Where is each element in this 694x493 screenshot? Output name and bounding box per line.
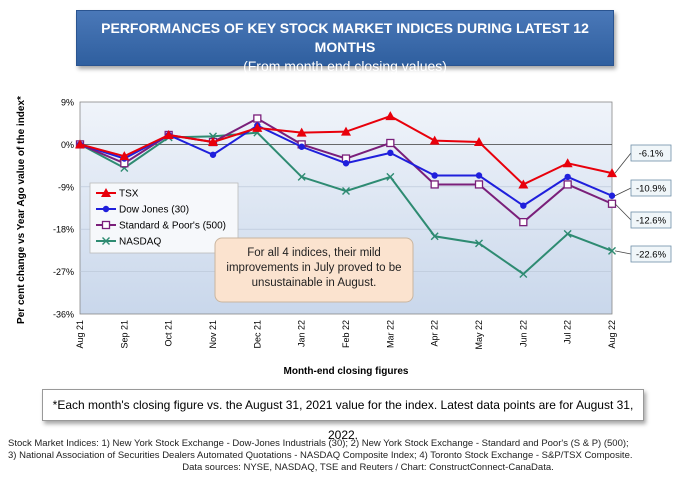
y-tick-label: -9% (58, 182, 74, 192)
x-tick-label: Feb 22 (341, 320, 351, 348)
tsx-point (119, 151, 130, 161)
tsx-point (562, 158, 573, 168)
tsx-point (607, 168, 617, 178)
end-label-leader (614, 187, 632, 197)
legend: TSX Dow Jones (30) Standard & Poor's (500)… (89, 182, 239, 254)
x-tick-label: Nov 21 (208, 320, 218, 349)
sp500-point (253, 114, 262, 123)
x-tick-label: Jun 22 (518, 320, 528, 347)
legend-label: TSX (119, 189, 139, 200)
end-label-leader (614, 152, 632, 174)
end-label-leader (614, 250, 632, 255)
dowjones-point (102, 205, 110, 213)
dowjones-point (564, 173, 571, 181)
x-tick-label: Sep 21 (119, 320, 129, 349)
nasdaq-point (430, 232, 439, 241)
footer-line-1: Stock Market Indices: 1) New York Stock … (8, 438, 629, 449)
sp500-point (607, 199, 617, 208)
chart-title-box: PERFORMANCES OF KEY STOCK MARKET INDICES… (76, 10, 614, 74)
tsx-point (252, 122, 263, 132)
chart-title: PERFORMANCES OF KEY STOCK MARKET INDICES… (101, 20, 589, 55)
annotation-text: For all 4 indices, their mild improvement… (226, 247, 401, 289)
nasdaq-point (608, 246, 616, 255)
end-label-leader (614, 203, 632, 221)
tsx-point (163, 129, 174, 139)
tsx-point (101, 188, 111, 197)
sp500-point (386, 138, 395, 148)
tsx-point (296, 127, 307, 137)
annotation-line: For all 4 indices, their mild (247, 247, 381, 259)
end-label-box (630, 211, 672, 229)
end-label: -6.1% (639, 149, 664, 160)
footer-line-2: 3) National Association of Securities De… (8, 450, 633, 461)
x-tick-label: Aug 21 (75, 320, 85, 349)
end-label-box (630, 144, 672, 162)
dowjones-point (298, 143, 305, 150)
y-tick-label: -36% (53, 310, 74, 320)
dowjones-point (431, 172, 438, 179)
sp500-point (474, 180, 484, 189)
y-tick-label: -18% (53, 225, 74, 235)
end-label: -22.6% (636, 250, 667, 261)
legend-label: Standard & Poor's (500) (119, 221, 226, 232)
y-tick-label: -27% (53, 267, 74, 277)
label-layer: -6.1% -10.9% -12.6% -22.6% (614, 144, 672, 263)
dowjones-point (520, 202, 527, 209)
dowjones-point (608, 192, 616, 199)
y-tick-label: 9% (61, 98, 74, 108)
x-tick-label: Apr 22 (430, 320, 440, 347)
sp500-point (519, 217, 528, 227)
y-axis-title: Per cent change vs Year Ago value of the… (16, 96, 27, 324)
end-label: -10.9% (636, 184, 667, 195)
tsx-point (75, 139, 85, 149)
series-layer (75, 111, 617, 278)
sp500-point (430, 180, 439, 189)
nasdaq-point (475, 239, 483, 248)
y-tick-label: 0% (61, 140, 74, 150)
chart-subtitle: (From month end closing values) (243, 58, 447, 74)
footer: Stock Market Indices: 1) New York Stock … (8, 438, 688, 474)
footnote-box: *Each month's closing figure vs. the Aug… (42, 389, 644, 442)
annotation-line: unsustainable in August. (252, 277, 377, 289)
dowjones-point (342, 160, 350, 167)
nasdaq-point (386, 172, 395, 181)
footnote-text: *Each month's closing figure vs. the Aug… (52, 398, 634, 442)
sp500-point (563, 180, 572, 189)
tsx-point (208, 137, 218, 147)
nasdaq-point (102, 237, 110, 245)
tsx-point (474, 137, 484, 147)
line-chart: 9% 0% -9% -18% -27% -36%Aug 21 Sep 21 Oct 21 Nov… (16, 96, 672, 377)
x-tick-label: Dec 21 (252, 320, 262, 349)
x-tick-label: Oct 21 (164, 320, 174, 347)
sp500-point (101, 220, 111, 230)
annotation-line: improvements in July proved to be (226, 262, 401, 274)
tsx-point (341, 126, 351, 136)
legend-label: NASDAQ (119, 237, 161, 248)
x-tick-label: Aug 22 (607, 320, 617, 349)
end-label: -12.6% (636, 216, 667, 227)
dowjones-point (387, 149, 394, 157)
legend-label: Dow Jones (30) (119, 205, 189, 216)
dowjones-point (209, 151, 217, 158)
grid-layer: 9% 0% -9% -18% -27% -36%Aug 21 Sep 21 Oct 21 Nov… (53, 98, 617, 350)
end-label-box (630, 179, 672, 197)
nasdaq-point (563, 229, 572, 238)
tsx-point (385, 111, 396, 121)
x-axis-title: Month-end closing figures (284, 366, 409, 377)
x-tick-label: Mar 22 (385, 320, 395, 348)
tsx-point (429, 135, 440, 145)
tsx-point (518, 179, 529, 189)
nasdaq-point (342, 187, 350, 196)
dowjones-point (475, 172, 483, 179)
end-label-box (630, 245, 672, 263)
x-tick-label: May 22 (474, 320, 484, 350)
nasdaq-point (519, 269, 528, 278)
x-tick-label: Jan 22 (297, 320, 307, 347)
annotation-box: For all 4 indices, their mild improvement… (214, 237, 414, 303)
nasdaq-point (297, 172, 306, 181)
footer-sources: Data sources: NYSE, NASDAQ, TSE and Reut… (182, 462, 554, 473)
x-tick-label: Jul 22 (563, 320, 573, 344)
